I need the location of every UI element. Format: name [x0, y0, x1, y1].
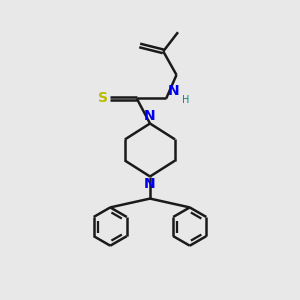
Text: N: N [144, 109, 156, 123]
Text: N: N [168, 84, 179, 98]
Text: S: S [98, 92, 108, 106]
Text: H: H [182, 95, 189, 105]
Text: N: N [144, 177, 156, 191]
